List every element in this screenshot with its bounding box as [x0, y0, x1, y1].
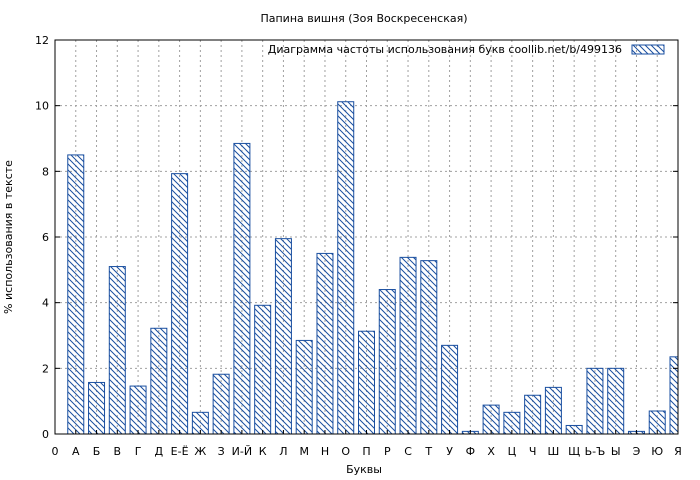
- x-tick-label: Я: [674, 445, 682, 458]
- x-tick-label: Ш: [548, 445, 560, 458]
- x-tick-label: Э: [633, 445, 641, 458]
- x-tick-label: 0: [52, 445, 59, 458]
- x-tick-label: М: [299, 445, 309, 458]
- bar: [441, 344, 459, 435]
- legend: Диаграмма частоты использования букв coo…: [268, 43, 665, 56]
- x-tick-label: Щ: [568, 445, 580, 458]
- x-tick-label: К: [259, 445, 267, 458]
- bar: [586, 367, 604, 435]
- x-tick-label: Ь-Ъ: [585, 445, 606, 458]
- x-tick-label: Р: [384, 445, 391, 458]
- x-tick-label: Ы: [611, 445, 621, 458]
- x-tick-label: О: [341, 445, 350, 458]
- x-tick-label: З: [218, 445, 225, 458]
- x-tick-label: Ф: [466, 445, 475, 458]
- bar: [399, 256, 417, 435]
- x-tick-label: В: [114, 445, 122, 458]
- y-tick-label: 10: [35, 100, 49, 113]
- x-tick-label: Ж: [194, 445, 206, 458]
- grid-lines: [55, 40, 678, 434]
- bar: [233, 142, 251, 435]
- bar: [150, 327, 168, 435]
- y-axis: 0 2 4 6 8 10 12: [35, 34, 678, 441]
- y-tick-label: 12: [35, 34, 49, 47]
- bar: [420, 260, 438, 435]
- bar: [337, 101, 355, 435]
- bar: [67, 154, 85, 435]
- bar: [171, 173, 189, 435]
- x-tick-label: Б: [93, 445, 101, 458]
- bar: [254, 304, 272, 435]
- y-tick-label: 2: [42, 362, 49, 375]
- x-tick-label: Ю: [651, 445, 663, 458]
- bar: [274, 238, 292, 435]
- bar: [295, 339, 313, 435]
- x-tick-label: Ц: [508, 445, 517, 458]
- x-tick-label: Д: [155, 445, 164, 458]
- y-tick-label: 0: [42, 428, 49, 441]
- x-tick-label: Г: [135, 445, 142, 458]
- x-axis: 0 А Б В Г Д Е-Ё Ж З И-Й К Л М Н О П Р С Т У Ф Х Ц Ч Ш Щ Ь-Ъ Ы Э Ю Я: [52, 430, 682, 458]
- chart-title: Папина вишня (Зоя Воскресенская): [260, 12, 467, 25]
- x-tick-label: Е-Ё: [171, 445, 189, 458]
- bar: [544, 386, 562, 435]
- bar: [316, 252, 334, 435]
- x-tick-label: Х: [487, 445, 495, 458]
- x-tick-label: Л: [279, 445, 287, 458]
- legend-swatch: [631, 44, 665, 55]
- x-tick-label: П: [362, 445, 370, 458]
- legend-label: Диаграмма частоты использования букв coo…: [268, 43, 622, 56]
- y-tick-label: 8: [42, 165, 49, 178]
- x-tick-label: Т: [424, 445, 432, 458]
- x-tick-label: У: [446, 445, 453, 458]
- bar: [108, 266, 126, 435]
- bar: [378, 289, 396, 435]
- bar: [212, 373, 230, 435]
- bar: [129, 385, 147, 435]
- bar: [88, 381, 106, 435]
- y-tick-label: 6: [42, 231, 49, 244]
- bar: [482, 404, 500, 435]
- x-axis-label: Буквы: [346, 463, 382, 476]
- y-axis-label: % использования в тексте: [2, 160, 15, 314]
- bar: [358, 330, 375, 435]
- x-tick-label: И-Й: [232, 445, 252, 458]
- x-tick-label: Ч: [529, 445, 537, 458]
- x-tick-label: С: [404, 445, 412, 458]
- x-tick-label: А: [72, 445, 80, 458]
- bar: [524, 394, 542, 435]
- y-tick-label: 4: [42, 297, 49, 310]
- bar: [607, 367, 625, 435]
- x-tick-label: Н: [321, 445, 329, 458]
